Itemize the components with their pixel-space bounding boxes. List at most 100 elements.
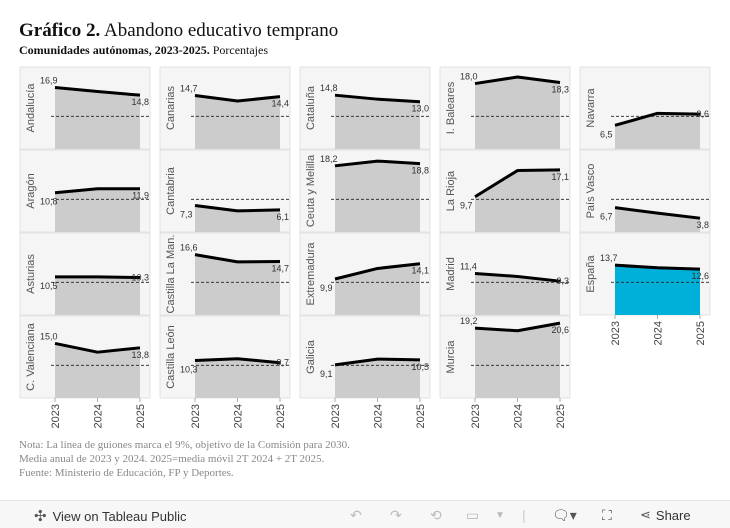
last-value-label: 9,3 [556,276,569,286]
last-value-label: 14,1 [411,266,429,276]
series-line [194,203,281,213]
last-value-label: 12,6 [691,271,709,281]
first-value-label: 6,5 [600,129,613,139]
share-button[interactable]: ⋖ Share [640,507,691,523]
area-mark [195,358,280,398]
tableau-toolbar: ✣ View on Tableau Public ↶ ↷ ⟲ ▭ ▼ | 🗨▾ … [0,500,730,528]
x-tick-label: 2023 [190,404,202,428]
area-mark [615,207,700,232]
series-line [194,357,281,365]
series-line [614,206,701,220]
series-line [614,263,701,271]
panel-label: Extremadura [305,242,317,306]
first-value-label: 10,8 [40,197,58,207]
panel-label: Canarias [165,85,177,130]
series-line [194,253,281,264]
series-line [334,93,421,104]
comment-icon[interactable]: 🗨▾ [552,507,577,523]
x-tick-label: 2024 [513,404,525,428]
area-mark [55,87,140,149]
last-value-label: 18,8 [411,166,429,176]
revert-icon[interactable]: ⟲ [430,507,442,523]
chart-header: Gráfico 2. Abandono educativo temprano C… [19,20,338,58]
x-tick-label: 2025 [695,321,707,345]
chart-notes: Nota: La línea de guiones marca el 9%, o… [19,438,350,480]
first-value-label: 9,7 [460,201,473,211]
panel-label: Navarra [585,88,597,128]
x-tick-label: 2024 [373,404,385,428]
note-line: Media anual de 2023 y 2024. 2025=media m… [19,453,325,465]
x-tick-label: 2025 [555,404,567,428]
panel-label: Castilla León [165,325,177,389]
panel-label: C. Valenciana [25,322,37,391]
area-mark [475,273,560,315]
first-value-label: 15,0 [40,331,58,341]
first-value-label: 16,9 [40,76,58,86]
series-line [54,86,141,97]
chart-subtitle: Comunidades autónomas, 2023-2025. Porcen… [19,43,269,57]
panel-label: Cataluña [305,85,317,130]
x-tick-label: 2023 [470,404,482,428]
series-line [474,321,561,333]
first-value-label: 9,1 [320,369,333,379]
last-value-label: 14,7 [271,264,289,274]
chevron-down-icon[interactable]: ▼ [495,510,505,521]
note-line: Fuente: Ministerio de Educación, FP y De… [19,467,234,479]
panel-label: Cantabria [165,166,177,215]
series-line [55,275,141,280]
undo-icon[interactable]: ↶ [350,507,362,523]
view-on-tableau-label: View on Tableau Public [52,508,187,524]
series-line [54,187,140,195]
redo-icon[interactable]: ↷ [390,507,402,523]
series-line [474,168,561,199]
panel-label: España [585,254,597,292]
panel-label: Aragón [25,173,37,208]
area-mark [195,205,280,232]
panel-label: Ceuta y Melilla [305,154,317,227]
first-value-label: 11,4 [460,262,477,272]
series-line [334,262,421,281]
first-value-label: 13,7 [600,253,618,263]
series-line [474,272,561,283]
x-tick-label: 2025 [275,404,287,428]
first-value-label: 14,8 [320,83,338,93]
panel-label: Andalucía [25,83,37,133]
last-value-label: 14,8 [131,97,149,107]
last-value-label: 14,4 [271,99,289,109]
series-line [334,357,421,367]
fullscreen-icon[interactable]: ⛶ [602,507,612,523]
first-value-label: 7,3 [180,209,193,219]
last-value-label: 13,0 [411,104,429,114]
first-value-label: 14,7 [180,84,198,94]
series-line [614,111,701,127]
area-mark [615,265,700,315]
last-value-label: 3,8 [696,220,709,230]
pause-icon[interactable]: ▭ [466,507,480,523]
first-value-label: 6,7 [600,212,613,222]
area-mark [475,77,560,149]
first-value-label: 18,2 [320,154,338,164]
panel-label: Asturias [25,254,37,294]
last-value-label: 18,3 [551,84,569,94]
last-value-label: 10,3 [131,273,149,283]
last-value-label: 20,6 [551,325,569,335]
x-tick-label: 2024 [653,321,665,345]
toolbar-divider: | [522,507,526,523]
area-mark [335,95,420,149]
first-value-label: 10,5 [40,281,58,291]
first-value-label: 9,9 [320,283,333,293]
last-value-label: 10,5 [411,362,429,372]
view-on-tableau-link[interactable]: ✣ View on Tableau Public [34,507,187,525]
first-value-label: 19,2 [460,316,478,326]
last-value-label: 9,6 [696,109,709,119]
area-mark [55,343,140,398]
first-value-label: 16,6 [180,243,198,253]
first-value-label: 18,0 [460,72,478,82]
last-value-label: 17,1 [551,172,569,182]
note-line: Nota: La línea de guiones marca el 9%, o… [19,439,350,451]
x-tick-label: 2023 [610,321,622,345]
x-tick-label: 2024 [93,404,105,428]
last-value-label: 13,8 [131,350,149,360]
panel-label: País Vasco [585,164,597,219]
